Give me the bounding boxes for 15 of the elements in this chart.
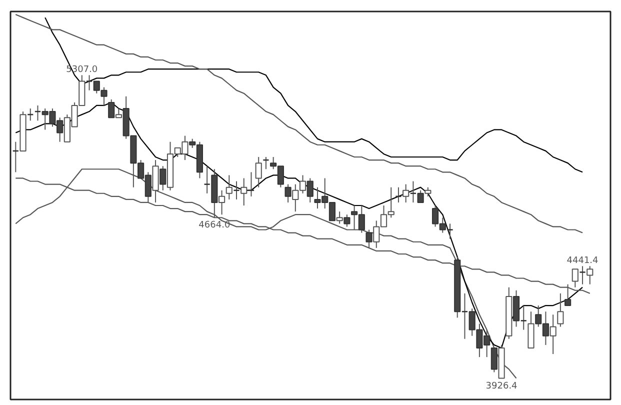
candlestick <box>226 174 232 200</box>
candlestick <box>424 186 432 197</box>
candlestick <box>402 184 410 203</box>
candlestick <box>586 266 594 285</box>
candlestick <box>218 190 226 216</box>
annotation: 4664.0 <box>198 220 230 231</box>
candlestick <box>336 211 343 224</box>
candlestick <box>115 108 122 118</box>
candlestick <box>572 268 578 288</box>
candlestick <box>550 314 556 355</box>
annotation: 3926.4 <box>486 381 518 392</box>
annotation: 4441.4 <box>566 256 599 266</box>
candlestick <box>240 178 248 206</box>
candlestick <box>255 156 262 188</box>
candlestick <box>557 292 564 328</box>
